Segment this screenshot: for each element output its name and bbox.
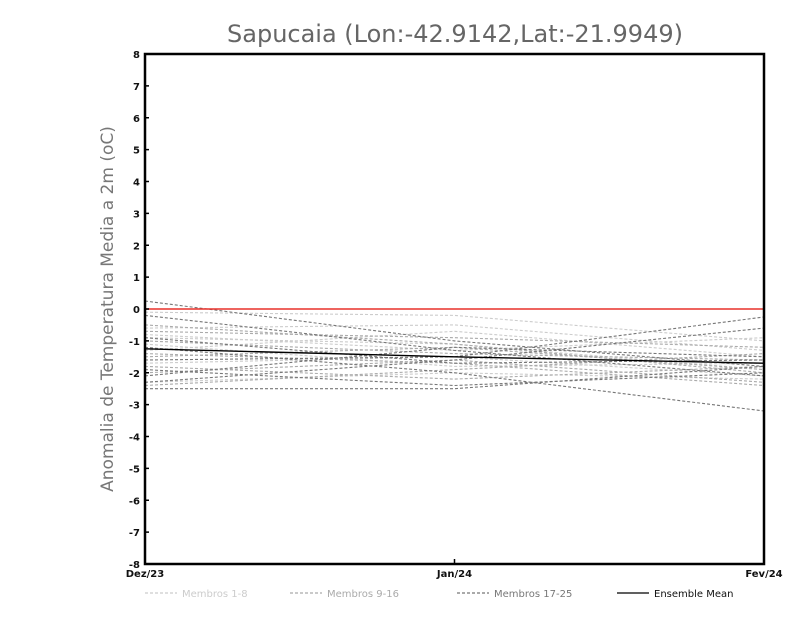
series-layer <box>144 300 765 412</box>
y-tick-label: 5 <box>133 146 140 157</box>
y-tick-label: 7 <box>133 82 140 93</box>
y-tick-label: 8 <box>133 50 140 61</box>
member-line-10 <box>144 346 765 371</box>
y-tick-label: -4 <box>129 433 140 444</box>
member-line-25 <box>144 346 765 377</box>
member-line-8 <box>144 343 765 367</box>
member-line-13 <box>144 353 765 387</box>
y-tick-label: -5 <box>129 464 140 475</box>
y-axis-label: Anomalia de Temperatura Media a 2m (oC) <box>98 126 118 492</box>
member-line-14 <box>144 324 765 374</box>
y-tick-label: 3 <box>133 209 140 220</box>
y-tick-label: -6 <box>129 496 140 507</box>
member-line-17 <box>144 300 765 367</box>
member-line-1 <box>144 311 765 342</box>
member-line-21 <box>145 365 765 390</box>
member-line-9 <box>144 330 765 348</box>
ensemble-mean-line <box>144 348 765 364</box>
y-tick-label: 4 <box>133 178 140 189</box>
legend-label: Membros 1-8 <box>182 589 248 600</box>
y-tick-label: -2 <box>129 369 140 380</box>
y-tick-label: -8 <box>129 560 140 571</box>
x-ticks: Dez/23 Jan/24 Fev/24 <box>126 559 783 580</box>
x-tick-label: Dez/23 <box>126 569 165 580</box>
legend: Membros 1-8 Membros 9-16 Membros 17-25 Ense… <box>145 589 733 600</box>
y-tick-label: 1 <box>133 273 140 284</box>
chart-title: Sapucaia (Lon:-42.9142,Lat:-21.9949) <box>227 20 683 48</box>
x-tick-label: Jan/24 <box>436 569 472 580</box>
member-line-16 <box>144 353 765 387</box>
member-line-7 <box>144 333 765 351</box>
y-tick-label: -3 <box>129 401 140 412</box>
member-line-18 <box>144 314 765 377</box>
member-line-19 <box>144 316 765 361</box>
y-tick-label: 0 <box>133 305 140 316</box>
member-line-24 <box>144 369 765 387</box>
member-line-12 <box>144 340 765 361</box>
member-line-11 <box>144 359 765 383</box>
member-line-4 <box>144 330 765 358</box>
member-line-22 <box>144 346 765 412</box>
legend-label: Membros 9-16 <box>327 589 399 600</box>
legend-label: Ensemble Mean <box>654 589 733 600</box>
y-tick-label: -7 <box>129 528 140 539</box>
member-line-5 <box>144 356 765 377</box>
y-tick-label: 2 <box>133 241 140 252</box>
y-ticks: -8 -7 -6 -5 -4 -3 -2 -1 0 1 2 3 4 5 6 7 8 <box>129 50 149 571</box>
member-line-15 <box>144 365 765 380</box>
y-tick-label: 6 <box>133 114 140 125</box>
x-tick-label: Fev/24 <box>745 569 782 580</box>
y-tick-label: -1 <box>129 337 140 348</box>
member-line-20 <box>144 327 765 383</box>
legend-label: Membros 17-25 <box>494 589 572 600</box>
